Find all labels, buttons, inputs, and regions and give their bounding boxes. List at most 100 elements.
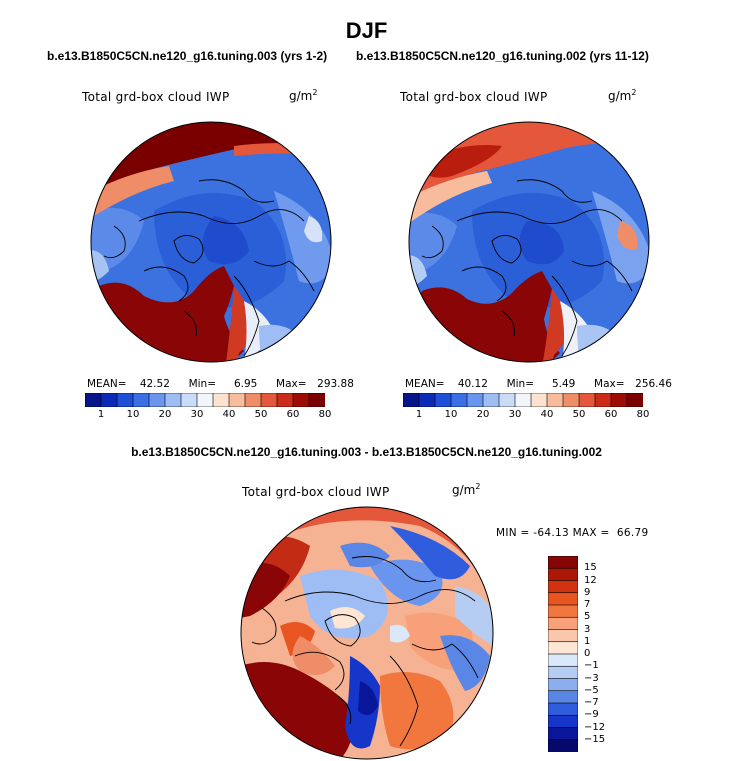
right-variable-label: Total grd-box cloud IWP (400, 90, 548, 104)
diff-colorbar-swatch (548, 678, 578, 692)
right-colorbar-tick-label: 40 (540, 409, 554, 420)
diff-colorbar-tick-label: 3 (584, 623, 591, 635)
left-mean-value: 42.52 (139, 378, 170, 390)
right-colorbar-swatch (594, 393, 612, 407)
right-colorbar-tick-label: 20 (476, 409, 490, 420)
right-colorbar-tick-label: 30 (508, 409, 522, 420)
right-stats: MEAN= 40.12 Min= 5.49 Max= 256.46 (405, 378, 672, 390)
left-colorbar-tick-label: 20 (158, 409, 172, 420)
diff-units-label: g/m2 (452, 482, 481, 497)
diff-colorbar-tick-label: −1 (584, 660, 599, 672)
diff-colorbar-swatch (548, 702, 578, 716)
diff-colorbar-swatch (548, 580, 578, 594)
diff-colorbar-swatch (548, 727, 578, 741)
diff-polar-map (240, 506, 494, 760)
left-colorbar-swatch (100, 393, 118, 407)
left-colorbar-swatch (260, 393, 278, 407)
diff-case-title: b.e13.B1850C5CN.ne120_g16.tuning.003 - b… (131, 445, 602, 459)
diff-colorbar-tick-label: −15 (584, 733, 606, 745)
left-colorbar-swatch (244, 393, 262, 407)
left-variable-label: Total grd-box cloud IWP (82, 90, 230, 104)
left-colorbar-swatch (276, 393, 294, 407)
left-polar-map (90, 121, 332, 363)
right-colorbar-swatch (514, 393, 532, 407)
right-max-value: 256.46 (635, 378, 672, 390)
left-colorbar-tick-label: 50 (254, 409, 268, 420)
diff-colorbar-swatch (548, 690, 578, 704)
left-colorbar-swatch (132, 393, 150, 407)
diff-colorbar-swatch (548, 641, 578, 655)
right-colorbar-swatch (562, 393, 580, 407)
right-colorbar-swatch (466, 393, 484, 407)
left-units-label: g/m2 (289, 88, 318, 103)
diff-colorbar-swatch (548, 567, 578, 582)
right-colorbar-ticks: 1 10 20 30 40 50 60 80 (403, 409, 650, 423)
diff-colorbar-tick-label: 15 (584, 562, 597, 574)
diff-colorbar-tick-label: 7 (584, 599, 591, 610)
right-colorbar-swatch (403, 393, 420, 407)
left-min-value: 6.95 (233, 378, 258, 390)
right-colorbar-swatch (610, 393, 628, 407)
diff-minmax: MIN = -64.13 MAX = 66.79 (496, 527, 649, 539)
left-min-label: Min= (188, 378, 216, 390)
left-colorbar-tick-label: 60 (286, 409, 300, 420)
right-colorbar-swatch (450, 393, 468, 407)
left-max-label: Max= (276, 378, 307, 390)
left-colorbar-swatch (164, 393, 182, 407)
left-colorbar-tick-label: 80 (318, 409, 332, 420)
left-max-value: 293.88 (317, 378, 354, 390)
right-colorbar-swatch (418, 393, 436, 407)
left-panel-case-title: b.e13.B1850C5CN.ne120_g16.tuning.003 (yr… (47, 49, 328, 63)
diff-colorbar-swatch (548, 739, 578, 752)
left-colorbar-swatch (228, 393, 246, 407)
left-colorbar-swatch (196, 393, 214, 407)
right-colorbar (403, 393, 643, 407)
right-panel-case-title: b.e13.B1850C5CN.ne120_g16.tuning.002 (yr… (356, 49, 649, 63)
diff-colorbar-swatch (548, 556, 578, 569)
left-colorbar (85, 393, 325, 407)
diff-colorbar-swatch (548, 592, 578, 606)
left-colorbar-swatch (308, 393, 325, 407)
diff-colorbar-tick-label: 0 (584, 648, 591, 659)
diff-variable-label: Total grd-box cloud IWP (242, 485, 390, 499)
diff-colorbar-tick-label: −7 (584, 697, 599, 708)
right-units-label: g/m2 (608, 88, 637, 103)
diff-colorbar-tick-label: 12 (584, 574, 597, 586)
season-title: DJF (345, 18, 388, 43)
right-colorbar-tick-label: 1 (415, 409, 423, 420)
diff-colorbar-tick-label: −5 (584, 684, 599, 696)
left-colorbar-swatch (212, 393, 230, 407)
right-mean-label: MEAN= (405, 378, 445, 390)
right-colorbar-swatch (498, 393, 516, 407)
right-colorbar-swatch (434, 393, 452, 407)
left-colorbar-tick-label: 30 (190, 409, 204, 420)
left-colorbar-swatch (85, 393, 102, 407)
diff-colorbar-tick-label: 9 (584, 586, 591, 598)
diff-colorbar-ticks: 15 12 9 7 5 3 1 0 −1 −3 −5 −7 −9 −12 −15 (584, 556, 624, 752)
diff-colorbar-tick-label: −9 (584, 709, 599, 721)
right-colorbar-tick-label: 10 (444, 409, 458, 420)
right-max-label: Max= (594, 378, 625, 390)
diff-colorbar-swatch (548, 665, 578, 680)
left-colorbar-swatch (116, 393, 134, 407)
right-min-label: Min= (506, 378, 534, 390)
diff-colorbar-swatch (548, 616, 578, 631)
right-colorbar-tick-label: 80 (636, 409, 650, 420)
right-mean-value: 40.12 (457, 378, 488, 390)
right-colorbar-swatch (626, 393, 643, 407)
diff-colorbar-tick-label: 5 (584, 611, 591, 623)
right-colorbar-tick-label: 50 (572, 409, 586, 420)
left-colorbar-tick-label: 40 (222, 409, 236, 420)
right-min-value: 5.49 (551, 378, 576, 390)
left-colorbar-ticks: 1 10 20 30 40 50 60 80 (85, 409, 332, 423)
diff-colorbar-swatch (548, 629, 578, 643)
right-colorbar-swatch (546, 393, 564, 407)
left-stats: MEAN= 42.52 Min= 6.95 Max= 293.88 (87, 378, 354, 390)
right-colorbar-swatch (530, 393, 548, 407)
diff-colorbar-tick-label: −12 (584, 721, 606, 733)
right-polar-map (408, 121, 650, 363)
left-colorbar-tick-label: 1 (97, 409, 105, 420)
diff-colorbar-swatch (548, 604, 578, 618)
diff-colorbar-swatch (548, 714, 578, 729)
left-colorbar-tick-label: 10 (126, 409, 140, 420)
